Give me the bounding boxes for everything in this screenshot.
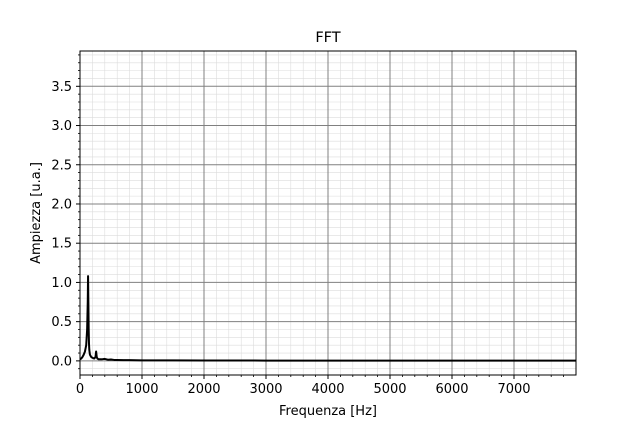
x-tick-label: 7000 <box>497 382 530 397</box>
y-tick-label: 0.0 <box>51 354 72 369</box>
y-tick-label: 3.0 <box>51 119 72 134</box>
y-tick-label: 2.0 <box>51 197 72 212</box>
x-axis-label: Frequenza [Hz] <box>279 404 377 419</box>
y-axis-label: Ampiezza [u.a.] <box>29 162 44 264</box>
x-tick-label: 2000 <box>187 382 220 397</box>
x-tick-label: 0 <box>76 382 84 397</box>
y-tick-label: 1.5 <box>51 237 72 252</box>
x-tick-label: 1000 <box>125 382 158 397</box>
minor-grid <box>80 51 576 375</box>
x-tick-label: 6000 <box>435 382 468 397</box>
series-line-0 <box>79 275 576 362</box>
y-tick-label: 1.0 <box>51 276 72 291</box>
chart-title: FFT <box>315 30 340 46</box>
y-tick-label: 2.5 <box>51 158 72 173</box>
y-tick-label: 0.5 <box>51 315 72 330</box>
y-tick-label: 3.5 <box>51 80 72 95</box>
axis-ticks: 0 1000 2000 3000 4000 5000 6000 7000 0.0 0.5 1.0 1.… <box>51 54 564 397</box>
x-tick-label: 3000 <box>249 382 282 397</box>
x-tick-label: 4000 <box>311 382 344 397</box>
series-layer <box>79 275 576 362</box>
x-tick-label: 5000 <box>373 382 406 397</box>
